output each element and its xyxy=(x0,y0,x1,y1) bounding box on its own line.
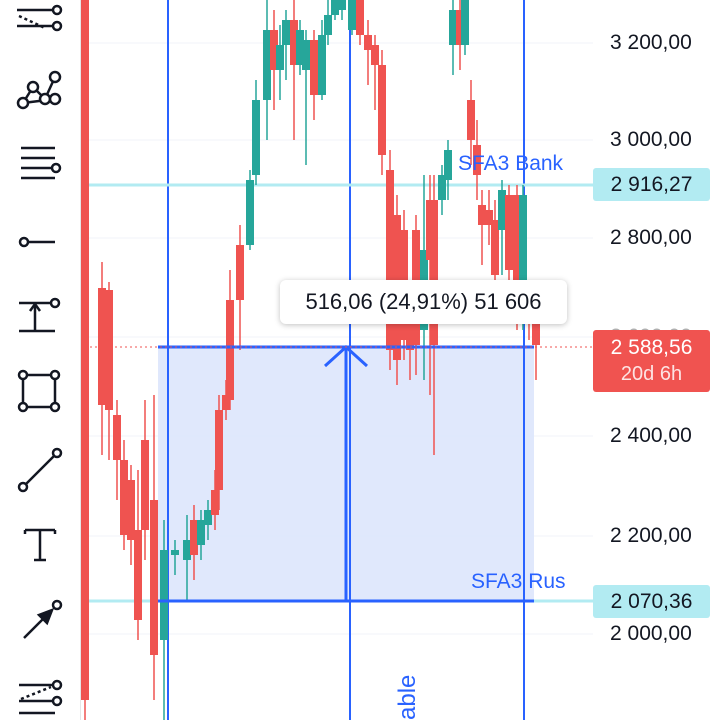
candle-body xyxy=(485,210,493,225)
vertical-line-label: able xyxy=(394,674,421,720)
candle-body xyxy=(190,520,198,555)
candle-body xyxy=(296,30,304,65)
candle-body xyxy=(498,190,506,230)
candle-body xyxy=(338,0,346,10)
last-price-tag: 2 588,56 20d 6h xyxy=(593,330,710,392)
candle-body xyxy=(282,20,290,45)
candle-body xyxy=(348,0,356,30)
candle-body xyxy=(105,290,113,410)
candle-body xyxy=(467,100,475,140)
candle-body xyxy=(456,10,464,45)
candle-body xyxy=(491,220,499,275)
drawing-toolbar xyxy=(0,0,81,720)
trend-line-icon[interactable] xyxy=(6,440,74,500)
candle-body xyxy=(263,30,271,100)
candle-body xyxy=(364,35,372,50)
price-tick: 2 400,00 xyxy=(610,424,692,447)
candle-body xyxy=(310,40,318,95)
candle-body xyxy=(160,550,168,640)
candle-body xyxy=(444,150,452,180)
candle-body xyxy=(252,100,260,175)
candle-body xyxy=(513,195,521,300)
candle-body xyxy=(171,550,179,555)
candle-body xyxy=(473,145,481,175)
price-axis[interactable]: 3 200,00 3 000,00 2 800,00 2 600,00 2 40… xyxy=(593,0,720,720)
candle-body xyxy=(386,170,394,350)
candle-body xyxy=(150,500,158,655)
candle-body xyxy=(505,195,513,270)
bar-countdown: 20d 6h xyxy=(620,363,683,385)
candle-body xyxy=(276,45,284,70)
candle-body xyxy=(134,530,142,620)
candle-body xyxy=(141,440,149,530)
candle-body xyxy=(438,175,446,200)
bank-line-label: SFA3 Bank xyxy=(458,152,564,175)
candle-body xyxy=(215,410,223,490)
price-tick: 3 200,00 xyxy=(610,31,692,54)
candle-body xyxy=(127,480,135,540)
candle-body xyxy=(246,180,254,245)
fib-extension-icon[interactable] xyxy=(6,666,74,726)
candlestick-chart[interactable] xyxy=(80,0,593,720)
candle-body xyxy=(406,300,414,350)
candle-body xyxy=(378,65,386,155)
rus-level-price-tag: 2 070,36 xyxy=(593,585,710,618)
candle-body xyxy=(519,195,527,300)
candle-body xyxy=(318,35,326,95)
candle-body xyxy=(290,20,298,65)
candle-body xyxy=(183,540,191,560)
pattern-tool-icon[interactable] xyxy=(6,60,74,120)
candle-body xyxy=(222,395,230,410)
candle-body xyxy=(197,520,205,545)
candle-body xyxy=(113,415,121,460)
candle-body xyxy=(226,300,234,400)
price-tick: 2 800,00 xyxy=(610,226,692,249)
candle-body xyxy=(356,0,364,35)
candle-body xyxy=(449,10,457,45)
price-tick: 3 000,00 xyxy=(610,128,692,151)
arrow-tool-icon[interactable] xyxy=(6,592,74,652)
price-tick: 2 000,00 xyxy=(610,622,692,645)
long-position-icon[interactable] xyxy=(6,288,74,348)
candle-body xyxy=(430,200,438,345)
text-tool-icon[interactable] xyxy=(6,515,74,575)
candle-body xyxy=(461,0,469,45)
horizontal-ray-icon[interactable] xyxy=(6,212,74,272)
price-range-measure-label: 516,06 (24,91%) 51 606 xyxy=(280,280,567,324)
last-price-value: 2 588,56 xyxy=(610,336,693,359)
candle-body xyxy=(371,45,379,65)
candle-body xyxy=(270,30,278,70)
candle-body xyxy=(478,205,486,225)
chart-area[interactable]: 516,06 (24,91%) 51 606 SFA3 Bank SFA3 Ru… xyxy=(80,0,593,720)
bank-level-price-tag: 2 916,27 xyxy=(593,168,710,201)
candle-body xyxy=(204,510,212,525)
price-tick: 2 200,00 xyxy=(610,524,692,547)
pitchfork-tool-icon[interactable] xyxy=(6,135,74,195)
candle-body xyxy=(236,245,244,300)
candle-body xyxy=(331,0,339,15)
rectangle-tool-icon[interactable] xyxy=(6,362,74,422)
fib-tool-icon[interactable] xyxy=(6,0,74,48)
candle-body xyxy=(302,40,310,70)
candle-body xyxy=(120,460,128,535)
candle-body xyxy=(211,490,219,515)
candle-body xyxy=(81,0,89,700)
candle-body xyxy=(324,15,332,35)
rus-line-label: SFA3 Rus xyxy=(471,570,566,593)
